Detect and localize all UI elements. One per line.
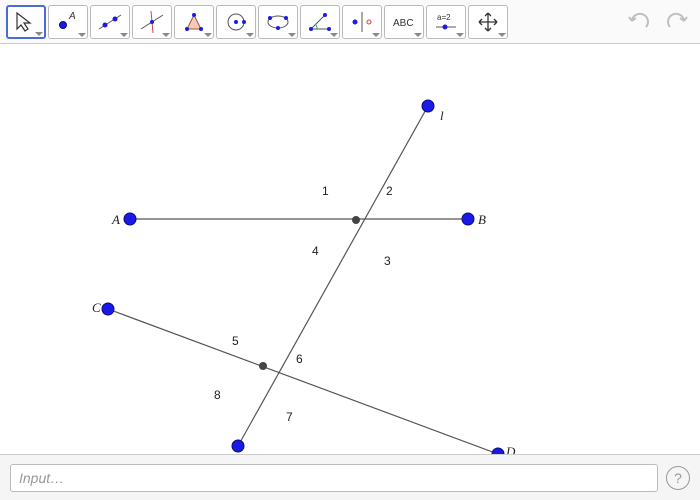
point-label: A [112,212,120,228]
input-bar: ? [0,454,700,500]
geometry-canvas[interactable]: ABCDl12345678 [0,44,700,454]
angle-label: 2 [386,184,393,198]
angle-tool[interactable] [300,5,340,39]
text-tool[interactable]: ABC [384,5,424,39]
slider-tool[interactable]: a=2 [426,5,466,39]
angle-label: 7 [286,410,293,424]
polygon-tool[interactable] [174,5,214,39]
move-view-tool[interactable] [468,5,508,39]
perpendicular-tool[interactable] [132,5,172,39]
tool-group: A ABC a=2 [6,5,508,39]
help-button[interactable]: ? [666,466,690,490]
reflect-tool[interactable] [342,5,382,39]
redo-button[interactable] [660,7,694,37]
svg-text:a=2: a=2 [437,13,451,22]
conic-tool[interactable] [258,5,298,39]
point-label: C [92,300,101,316]
point-tool[interactable]: A [48,5,88,39]
angle-label: 4 [312,244,319,258]
svg-text:A: A [68,11,76,22]
line-tool[interactable] [90,5,130,39]
point-label: B [478,212,486,228]
angle-label: 5 [232,334,239,348]
geometry-svg [0,44,700,454]
angle-label: 3 [384,254,391,268]
move-tool[interactable] [6,5,46,39]
svg-text:ABC: ABC [393,18,414,29]
angle-label: 1 [322,184,329,198]
undo-redo-group [622,7,694,37]
point-label: l [440,108,444,124]
undo-button[interactable] [622,7,656,37]
algebra-input[interactable] [10,464,658,492]
angle-label: 8 [214,388,221,402]
angle-label: 6 [296,352,303,366]
circle-tool[interactable] [216,5,256,39]
toolbar: A ABC a=2 [0,0,700,44]
